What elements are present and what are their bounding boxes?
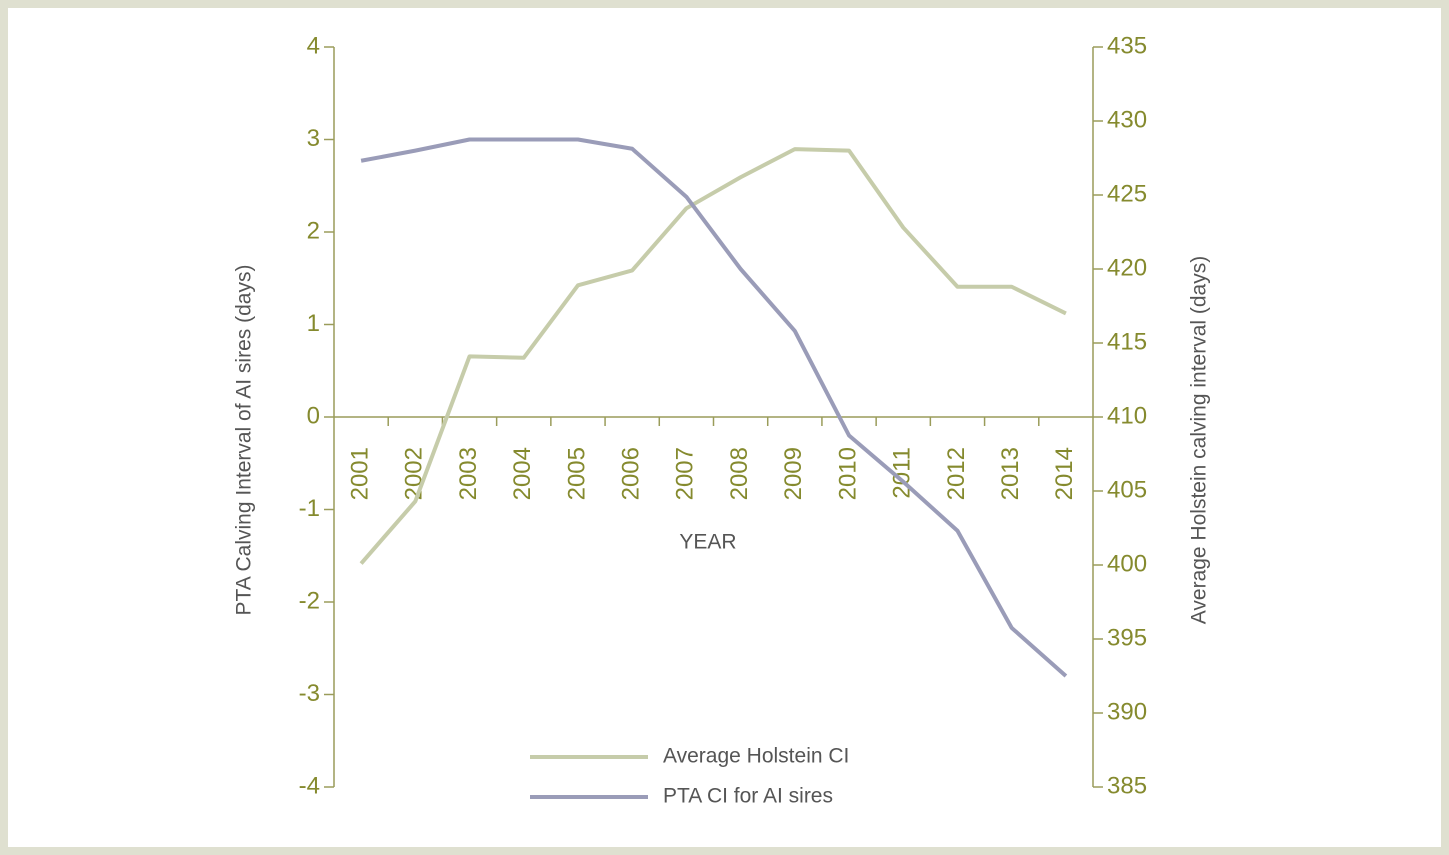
line-series (360, 137, 1068, 678)
x-tick-label: 2012 (943, 447, 970, 500)
y-tick-label: 0 (307, 402, 320, 429)
x-tick-label: 2004 (509, 447, 536, 500)
plot-background (8, 8, 1441, 847)
y-tick-label: -1 (299, 495, 320, 522)
y2-tick-label: 430 (1107, 106, 1147, 133)
y-tick-label: 4 (307, 32, 320, 59)
y-tick-label: -2 (299, 587, 320, 614)
x-tick-label: 2002 (401, 447, 428, 500)
legend-label: Average Holstein CI (663, 745, 849, 768)
y2-tick-label: 415 (1107, 328, 1147, 355)
x-tick-label: 2008 (726, 447, 753, 500)
y2-tick-label: 420 (1107, 254, 1147, 281)
x-axis-label: YEAR (679, 531, 736, 554)
y-tick-label: 2 (307, 217, 320, 244)
y2-tick-label: 395 (1107, 624, 1147, 651)
y2-tick-label: 405 (1107, 476, 1147, 503)
x-tick-label: 2014 (1051, 447, 1078, 500)
x-tick-label: 2006 (618, 447, 645, 500)
y-tick-label: 3 (307, 125, 320, 152)
x-tick-label: 2013 (997, 447, 1024, 500)
y2-tick-label: 400 (1107, 550, 1147, 577)
y-tick-label: -3 (299, 680, 320, 707)
y2-tick-label: 390 (1107, 698, 1147, 725)
y-tick-label: -4 (299, 772, 320, 799)
y2-tick-label: 425 (1107, 180, 1147, 207)
x-tick-label: 2009 (780, 447, 807, 500)
x-tick-label: 2001 (346, 447, 373, 500)
y2-tick-label: 435 (1107, 32, 1147, 59)
x-tick-label: 2003 (455, 447, 482, 500)
x-tick-label: 2005 (563, 447, 590, 500)
y-axis-label: PTA Calving Interval of AI sires (days) (233, 265, 256, 616)
line-series (359, 147, 1067, 565)
y2-tick-label: 385 (1107, 772, 1147, 799)
y2-tick-label: 410 (1107, 402, 1147, 429)
y-tick-label: 1 (307, 310, 320, 337)
x-tick-label: 2010 (834, 447, 861, 500)
legend-label: PTA CI for AI sires (663, 785, 833, 808)
y2-axis-label: Average Holstein calving interval (days) (1188, 256, 1211, 624)
x-tick-label: 2007 (672, 447, 699, 500)
